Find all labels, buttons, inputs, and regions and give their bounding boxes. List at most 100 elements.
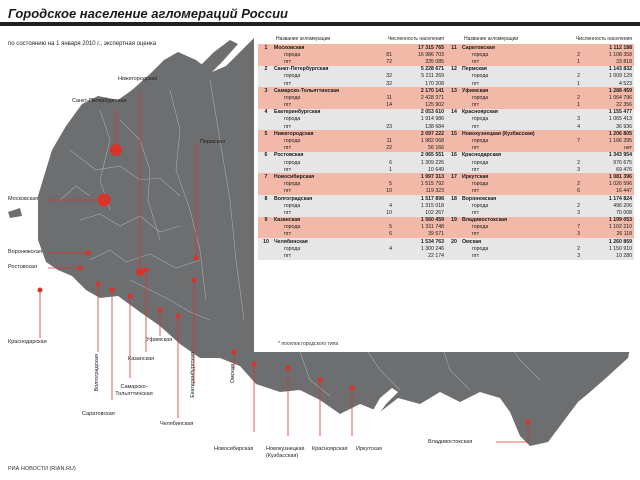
row-name: Новокузнецкая (Кузбасская) <box>462 130 535 137</box>
table-row-total: 13 Уфимская 1 288 459 <box>446 87 634 95</box>
row-population: 1 997 313 <box>420 173 444 180</box>
row-name: города <box>284 245 301 252</box>
row-count: 4 <box>389 245 392 252</box>
row-count: 7 <box>577 224 580 231</box>
row-count: 3 <box>577 253 580 260</box>
dot-krasnoyarsk <box>317 377 323 383</box>
row-name: Омская <box>462 238 482 245</box>
row-name: города <box>472 224 489 231</box>
dot-irkutsk <box>349 385 355 391</box>
label-omsk: Омская <box>230 364 236 384</box>
dot-omsk <box>231 349 237 355</box>
table-row-cities: города 5 1 515 792 <box>258 180 446 188</box>
row-name: пгт <box>284 80 292 87</box>
agglomeration-block: 17 Иркутская 1 081 396 города 2 1 026 596 пгт 6… <box>446 173 634 195</box>
label-spb: Санкт-Петербургская <box>72 98 127 104</box>
row-name: Казанская <box>274 217 301 224</box>
row-number: 9 <box>264 217 268 224</box>
table-row-total: 18 Воронежская 1 174 824 <box>446 194 634 203</box>
table-row-towns: пгт 1 4 523 <box>446 79 634 88</box>
table-row-cities: города 3 1 065 413 <box>446 115 634 124</box>
row-population: 170 208 <box>425 80 444 87</box>
row-count: 2 <box>577 51 580 58</box>
row-population: 1 081 396 <box>608 173 632 180</box>
row-population: 125 902 <box>425 102 444 109</box>
row-count: 10 <box>386 188 392 195</box>
table-row-total: 15 Новокузнецкая (Кузбасская) 1 206 805 <box>446 130 634 138</box>
header-pop: Численность населения <box>575 36 632 42</box>
row-count: 7 <box>577 138 580 145</box>
dot-perm <box>193 255 199 261</box>
row-population: 22 174 <box>428 253 444 260</box>
row-population: 1 108 358 <box>608 51 632 58</box>
table-row-towns: пгт 6 16 447 <box>446 187 634 195</box>
row-count: 2 <box>577 73 580 80</box>
row-population: 1 026 596 <box>608 181 632 188</box>
row-number: 13 <box>451 87 457 94</box>
header-name: Название агломерации <box>464 36 519 42</box>
row-population: 22 356 <box>616 102 632 109</box>
row-name: города <box>472 138 489 145</box>
row-name: города <box>472 94 489 101</box>
row-population: 1 288 459 <box>608 87 632 94</box>
table-row-total: 14 Красноярская 1 155 477 <box>446 108 634 116</box>
row-count: 6 <box>389 231 392 238</box>
label-rostov: Ростовская <box>8 264 37 270</box>
label-krasnodar: Краснодарская <box>8 339 47 345</box>
row-name: пгт <box>472 209 480 216</box>
table-header: Название агломерации Численность населен… <box>258 34 446 44</box>
row-population: 5 228 671 <box>420 66 444 73</box>
row-name: пгт <box>472 166 480 173</box>
agglomeration-block: 12 Пермская 1 143 832 города 2 1 009 129 пгт 1 4… <box>446 65 634 88</box>
table-row-cities: города 2 1 009 129 <box>446 72 634 80</box>
row-count: 4 <box>577 123 580 130</box>
row-number: 7 <box>264 173 268 180</box>
row-number: 15 <box>451 130 457 137</box>
table-row-towns: пгт 6 39 571 <box>258 230 446 239</box>
label-vladivostok: Владивостокская <box>428 439 473 445</box>
label-chelyabinsk: Челябинская <box>160 421 194 427</box>
table-row-total: 6 Ростовская 2 065 551 <box>258 151 446 159</box>
row-population: 138 684 <box>425 123 444 130</box>
row-population: 1 315 018 <box>420 202 444 209</box>
agglomeration-block: 6 Ростовская 2 065 551 города 6 1 309 226 пгт 1… <box>258 151 446 174</box>
dot-nizhny <box>136 268 144 276</box>
row-name: пгт <box>284 102 292 109</box>
table-row-total: 2 Санкт-Петербургская 5 228 671 <box>258 65 446 73</box>
row-number: 19 <box>451 217 457 224</box>
agglomeration-block: 8 Волгоградская 1 517 898 города 4 1 315 018 п… <box>258 194 446 217</box>
row-population: 1 064 796 <box>608 94 632 101</box>
row-population: 16 447 <box>616 188 632 195</box>
agglomeration-block: 14 Красноярская 1 155 477 города 3 1 065 413 п… <box>446 108 634 131</box>
table-row-cities: города 11 2 428 371 <box>258 94 446 102</box>
table-row-towns: пгт 3 70 008 <box>446 209 634 217</box>
row-name: Пермская <box>462 66 487 73</box>
row-population: 1 112 188 <box>609 44 632 51</box>
row-count: 2 <box>577 202 580 209</box>
row-population: 36 936 <box>616 123 632 130</box>
row-population: 1 311 748 <box>421 224 444 231</box>
row-name: Краснодарская <box>462 152 502 159</box>
row-number: 18 <box>451 195 457 202</box>
row-population: 2 170 141 <box>420 87 444 94</box>
row-name: города <box>284 181 301 188</box>
row-name: города <box>472 116 489 123</box>
row-name: Екатеринбургская <box>274 109 321 116</box>
row-count: 3 <box>577 166 580 173</box>
table-row-cities: города 2 1 108 358 <box>446 51 634 59</box>
agglomeration-block: 16 Краснодарская 1 343 954 города 2 976 675 пг… <box>446 151 634 174</box>
row-count: 1 <box>577 102 580 109</box>
label-novokuznetsk: Новокузнецкая (Кузбасская) <box>266 446 305 459</box>
row-number: 4 <box>264 109 268 116</box>
row-name: пгт <box>472 231 480 238</box>
table-row-total: 9 Казанская 1 560 459 <box>258 216 446 224</box>
dot-novosibirsk <box>251 361 257 367</box>
agglomeration-block: 4 Екатеринбургская 2 053 610 города 1 914 98… <box>258 108 446 131</box>
row-number: 8 <box>264 195 268 202</box>
row-name: города <box>284 202 301 209</box>
row-number: 11 <box>451 44 457 51</box>
row-population: 26 118 <box>616 231 632 238</box>
row-count: 3 <box>577 209 580 216</box>
row-name: пгт <box>284 209 292 216</box>
table-row-towns: пгт 3 69 476 <box>446 166 634 174</box>
